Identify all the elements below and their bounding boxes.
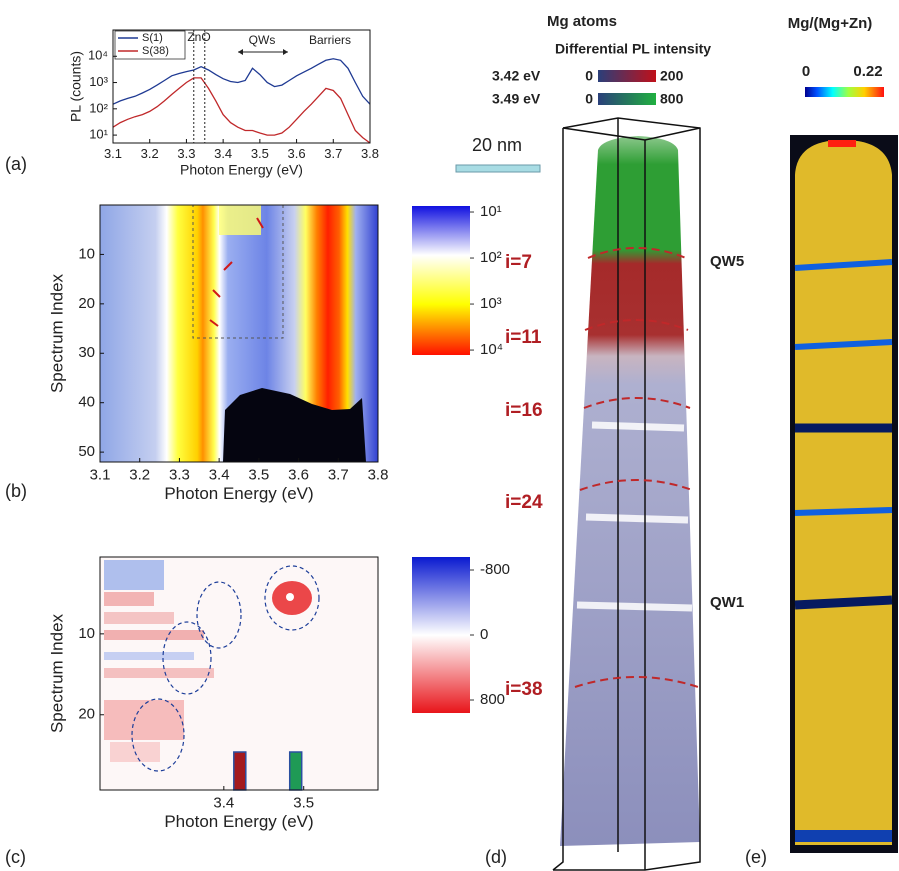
colorbar-tick-label: 10²	[480, 249, 502, 266]
scale-bar	[455, 164, 541, 173]
y-tick-label: 20	[78, 706, 95, 723]
legend-label: 3.49 eV	[492, 91, 541, 107]
y-tick-label: 10³	[89, 74, 108, 89]
y-tick-label: 30	[78, 344, 95, 361]
well-label: QW1	[710, 594, 744, 611]
line-series	[112, 58, 371, 105]
plot-frame	[99, 204, 379, 463]
y-tick-label: 10¹	[89, 127, 108, 142]
x-tick-label: 3.1	[90, 466, 111, 483]
legend-bar	[598, 93, 656, 105]
legend-max: 200	[660, 68, 684, 84]
energy-marker	[288, 751, 303, 791]
colorbar-tick-label: 0	[480, 626, 488, 643]
x-tick-label: 3.5	[251, 146, 269, 161]
y-axis-title: Spectrum Index	[47, 613, 66, 733]
x-tick-label: 3.5	[293, 794, 314, 811]
x-tick-label: 3.2	[129, 466, 150, 483]
panel-label: (b)	[5, 481, 27, 501]
layer-label: i=24	[505, 492, 543, 513]
panel-label: (e)	[745, 847, 767, 867]
x-axis-title: Photon Energy (eV)	[164, 812, 313, 831]
heatmap-image-c	[100, 557, 378, 790]
heatmap-image-b	[100, 204, 378, 462]
colorbar-min: 0	[802, 63, 810, 80]
x-tick-label: 3.6	[288, 466, 309, 483]
layer-label: i=16	[505, 400, 543, 421]
layer-label: i=11	[505, 327, 542, 348]
panel-label: (d)	[485, 847, 507, 867]
plot-frame	[112, 29, 371, 144]
legend-bar	[598, 70, 656, 82]
atom-map	[560, 136, 700, 846]
x-tick-label: 3.7	[328, 466, 349, 483]
x-axis-title: Photon Energy (eV)	[164, 484, 313, 503]
y-axis-title: Spectrum Index	[47, 273, 66, 393]
y-tick-label: 10	[78, 625, 95, 642]
x-tick-label: 3.6	[288, 146, 306, 161]
x-tick-label: 3.8	[361, 146, 379, 161]
colorbar-tick-label: 10⁴	[480, 341, 503, 358]
colorbar-max: 0.22	[853, 63, 882, 80]
colorbar-tick-label: 10¹	[480, 203, 502, 220]
panel-e: Mg/(Mg+Zn) 0 0.22 (e)	[745, 15, 898, 867]
annotation: QWs	[249, 33, 276, 47]
legend-min: 0	[585, 68, 593, 84]
layer-label: i=38	[505, 679, 543, 700]
colorbar	[412, 557, 470, 713]
legend-title: Differential PL intensity	[555, 41, 711, 57]
colorbar-tick-label: 10³	[480, 295, 502, 312]
y-tick-label: 10⁴	[88, 48, 108, 63]
colorbar	[805, 87, 884, 97]
x-tick-label: 3.2	[141, 146, 159, 161]
x-tick-label: 3.7	[324, 146, 342, 161]
x-tick-label: 3.1	[104, 146, 122, 161]
y-tick-label: 50	[78, 443, 95, 460]
annotation-arrow	[238, 49, 288, 55]
y-tick-label: 20	[78, 295, 95, 312]
x-tick-label: 3.3	[177, 146, 195, 161]
y-axis-title: PL (counts)	[67, 51, 83, 122]
line-series	[112, 77, 371, 144]
y-tick-label: 10²	[89, 100, 108, 115]
scale-bar-label: 20 nm	[472, 135, 522, 155]
x-tick-label: 3.4	[214, 146, 232, 161]
well-label: QW5	[710, 253, 744, 270]
y-tick-label: 40	[78, 394, 95, 411]
legend-box	[114, 30, 186, 60]
plot-frame	[99, 556, 379, 791]
legend-label: 3.42 eV	[492, 68, 541, 84]
x-axis-title: Photon Energy (eV)	[180, 161, 303, 177]
legend-label: S(1)	[142, 32, 163, 44]
colorbar-tick-label: -800	[480, 561, 510, 578]
annotation: Barriers	[309, 33, 351, 47]
energy-marker	[233, 751, 247, 791]
x-tick-label: 3.4	[213, 794, 234, 811]
colorbar	[412, 206, 470, 355]
panel-label: (c)	[5, 847, 26, 867]
x-tick-label: 3.5	[248, 466, 269, 483]
colorbar-tick-label: 800	[480, 691, 505, 708]
x-tick-label: 3.8	[368, 466, 389, 483]
legend-max: 800	[660, 91, 684, 107]
panel-title: Mg atoms	[547, 13, 617, 30]
panel-title: Mg/(Mg+Zn)	[788, 15, 873, 32]
y-tick-label: 10	[78, 245, 95, 262]
layer-label: i=7	[505, 252, 532, 273]
panel-label: (a)	[5, 154, 27, 174]
panel-d: Mg atoms Differential PL intensity 3.42 …	[455, 13, 744, 871]
annotation: ZnO	[187, 30, 210, 44]
legend-label: S(38)	[142, 45, 169, 57]
composition-map	[795, 140, 892, 845]
legend-min: 0	[585, 91, 593, 107]
x-tick-label: 3.3	[169, 466, 190, 483]
x-tick-label: 3.4	[209, 466, 230, 483]
